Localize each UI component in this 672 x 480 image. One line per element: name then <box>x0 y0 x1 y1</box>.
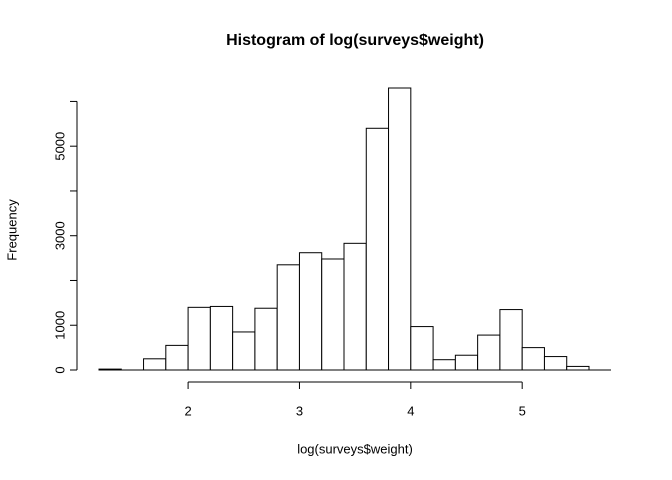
bar <box>209 305 234 371</box>
x-tick-label: 3 <box>296 403 303 418</box>
bar <box>521 347 545 371</box>
bar <box>454 354 479 371</box>
x-tick-label: 5 <box>519 403 526 418</box>
bar <box>410 326 434 371</box>
x-tick-label: 4 <box>407 403 414 418</box>
bar <box>543 356 568 371</box>
bar <box>365 127 390 371</box>
bar <box>143 358 167 371</box>
bar <box>566 365 590 371</box>
bar <box>232 331 256 371</box>
y-tick-label: 1000 <box>52 311 67 340</box>
bar <box>298 252 323 371</box>
bar <box>254 307 278 371</box>
y-tick-label: 3000 <box>52 221 67 250</box>
chart-title: Histogram of log(surveys$weight) <box>226 32 484 49</box>
bar <box>432 359 456 371</box>
bar <box>343 242 367 371</box>
x-axis-label: log(surveys$weight) <box>297 441 413 456</box>
bar <box>477 334 501 371</box>
bar <box>321 258 345 371</box>
x-tick-label: 2 <box>184 403 191 418</box>
bar <box>388 87 412 371</box>
bar <box>98 368 122 371</box>
y-axis-label: Frequency <box>4 199 19 261</box>
y-tick-label: 5000 <box>52 132 67 161</box>
bar <box>499 309 523 371</box>
bar <box>165 344 189 371</box>
bar <box>276 264 300 371</box>
y-tick-label: 0 <box>52 366 67 373</box>
bar <box>187 306 211 371</box>
